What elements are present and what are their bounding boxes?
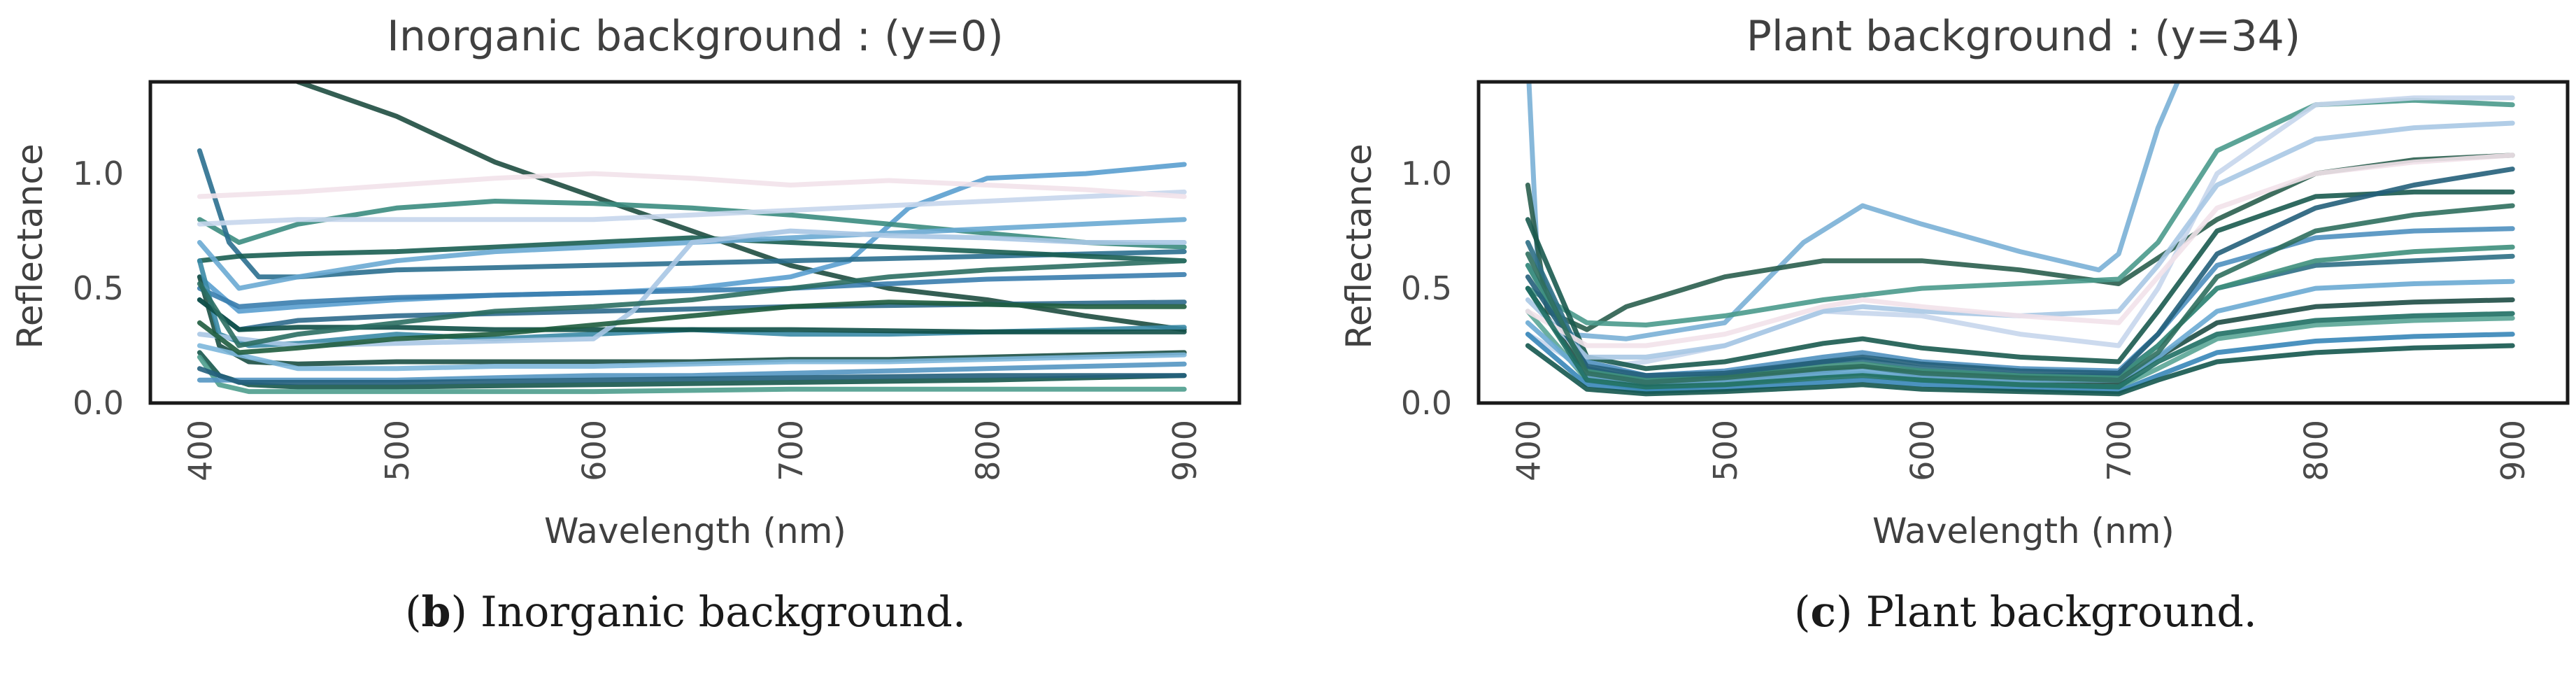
series-line-s20 xyxy=(197,366,1187,385)
plot-frame xyxy=(1476,80,2570,405)
series-line-s14 xyxy=(1525,167,2515,379)
caption-right: (c) Plant background. xyxy=(1794,588,2257,637)
x-tick-label: 800 xyxy=(969,420,1007,481)
series-line-s17 xyxy=(197,228,1187,348)
series-line-s18 xyxy=(1525,203,2515,385)
series-line-s9 xyxy=(197,271,1187,309)
x-tick-label: 700 xyxy=(772,420,810,481)
x-axis-label: Wavelength (nm) xyxy=(1872,511,2175,551)
caption-letter: c xyxy=(1810,588,1837,637)
series-line-s3 xyxy=(197,199,1187,250)
series-line-s21 xyxy=(197,299,1187,355)
y-tick-label: 0.0 xyxy=(73,384,124,422)
chart-title: Inorganic background : (y=0) xyxy=(387,12,1004,61)
x-tick-label: 500 xyxy=(1707,420,1744,481)
x-tick-label: 600 xyxy=(1904,420,1942,481)
x-tick-label: 800 xyxy=(2298,420,2335,481)
series-layer xyxy=(1525,82,2515,397)
series-line-s17 xyxy=(1525,285,2515,390)
chart-plant: Plant background : (y=34) Reflectance Wa… xyxy=(1339,12,2570,551)
x-tick-label: 600 xyxy=(576,420,613,481)
series-line-s8 xyxy=(197,217,1187,291)
series-line-s11 xyxy=(1525,343,2515,397)
plot-frame xyxy=(148,80,1241,405)
x-tick-label: 500 xyxy=(378,420,416,481)
ticks-layer: 400 500 600 700 800 900 0.0 0.5 1.0 xyxy=(73,80,1241,481)
y-tick-label: 0.5 xyxy=(1401,269,1452,307)
series-line-s16 xyxy=(1525,153,2515,348)
series-layer xyxy=(197,82,1187,395)
x-tick-label: 400 xyxy=(181,420,219,481)
y-tick-label: 1.0 xyxy=(1401,155,1452,192)
ticks-layer: 400 500 600 700 800 900 0.0 0.5 1.0 xyxy=(1401,80,2570,481)
series-line-s6 xyxy=(197,189,1187,227)
series-line-s7 xyxy=(197,171,1187,199)
caption-text: Plant background. xyxy=(1852,588,2257,637)
x-tick-label: 400 xyxy=(1509,420,1547,481)
y-axis-label: Reflectance xyxy=(1339,143,1379,348)
caption-left: (b) Inorganic background. xyxy=(405,588,966,637)
y-tick-label: 1.0 xyxy=(73,155,124,192)
series-line-s13 xyxy=(197,354,1187,395)
y-tick-label: 0.0 xyxy=(1401,384,1452,422)
series-line-s18 xyxy=(197,258,1187,348)
x-tick-label: 700 xyxy=(2100,420,2138,481)
chart-title: Plant background : (y=34) xyxy=(1746,12,2300,61)
x-tick-label: 900 xyxy=(1166,420,1204,481)
caption-text: Inorganic background. xyxy=(467,588,966,637)
series-line-s16 xyxy=(197,343,1187,372)
series-line-s1 xyxy=(293,82,1187,332)
series-line-s5 xyxy=(197,235,1187,264)
series-line-s5 xyxy=(1525,189,2515,372)
series-line-s4 xyxy=(1525,95,2515,372)
chart-inorganic: Inorganic background : (y=0) Reflectance… xyxy=(10,12,1241,551)
x-tick-label: 900 xyxy=(2494,420,2532,481)
y-tick-label: 0.5 xyxy=(73,269,124,307)
caption-letter: b xyxy=(421,588,451,637)
x-axis-label: Wavelength (nm) xyxy=(544,511,846,551)
y-axis-label: Reflectance xyxy=(10,143,50,348)
series-line-s15 xyxy=(197,297,1187,334)
